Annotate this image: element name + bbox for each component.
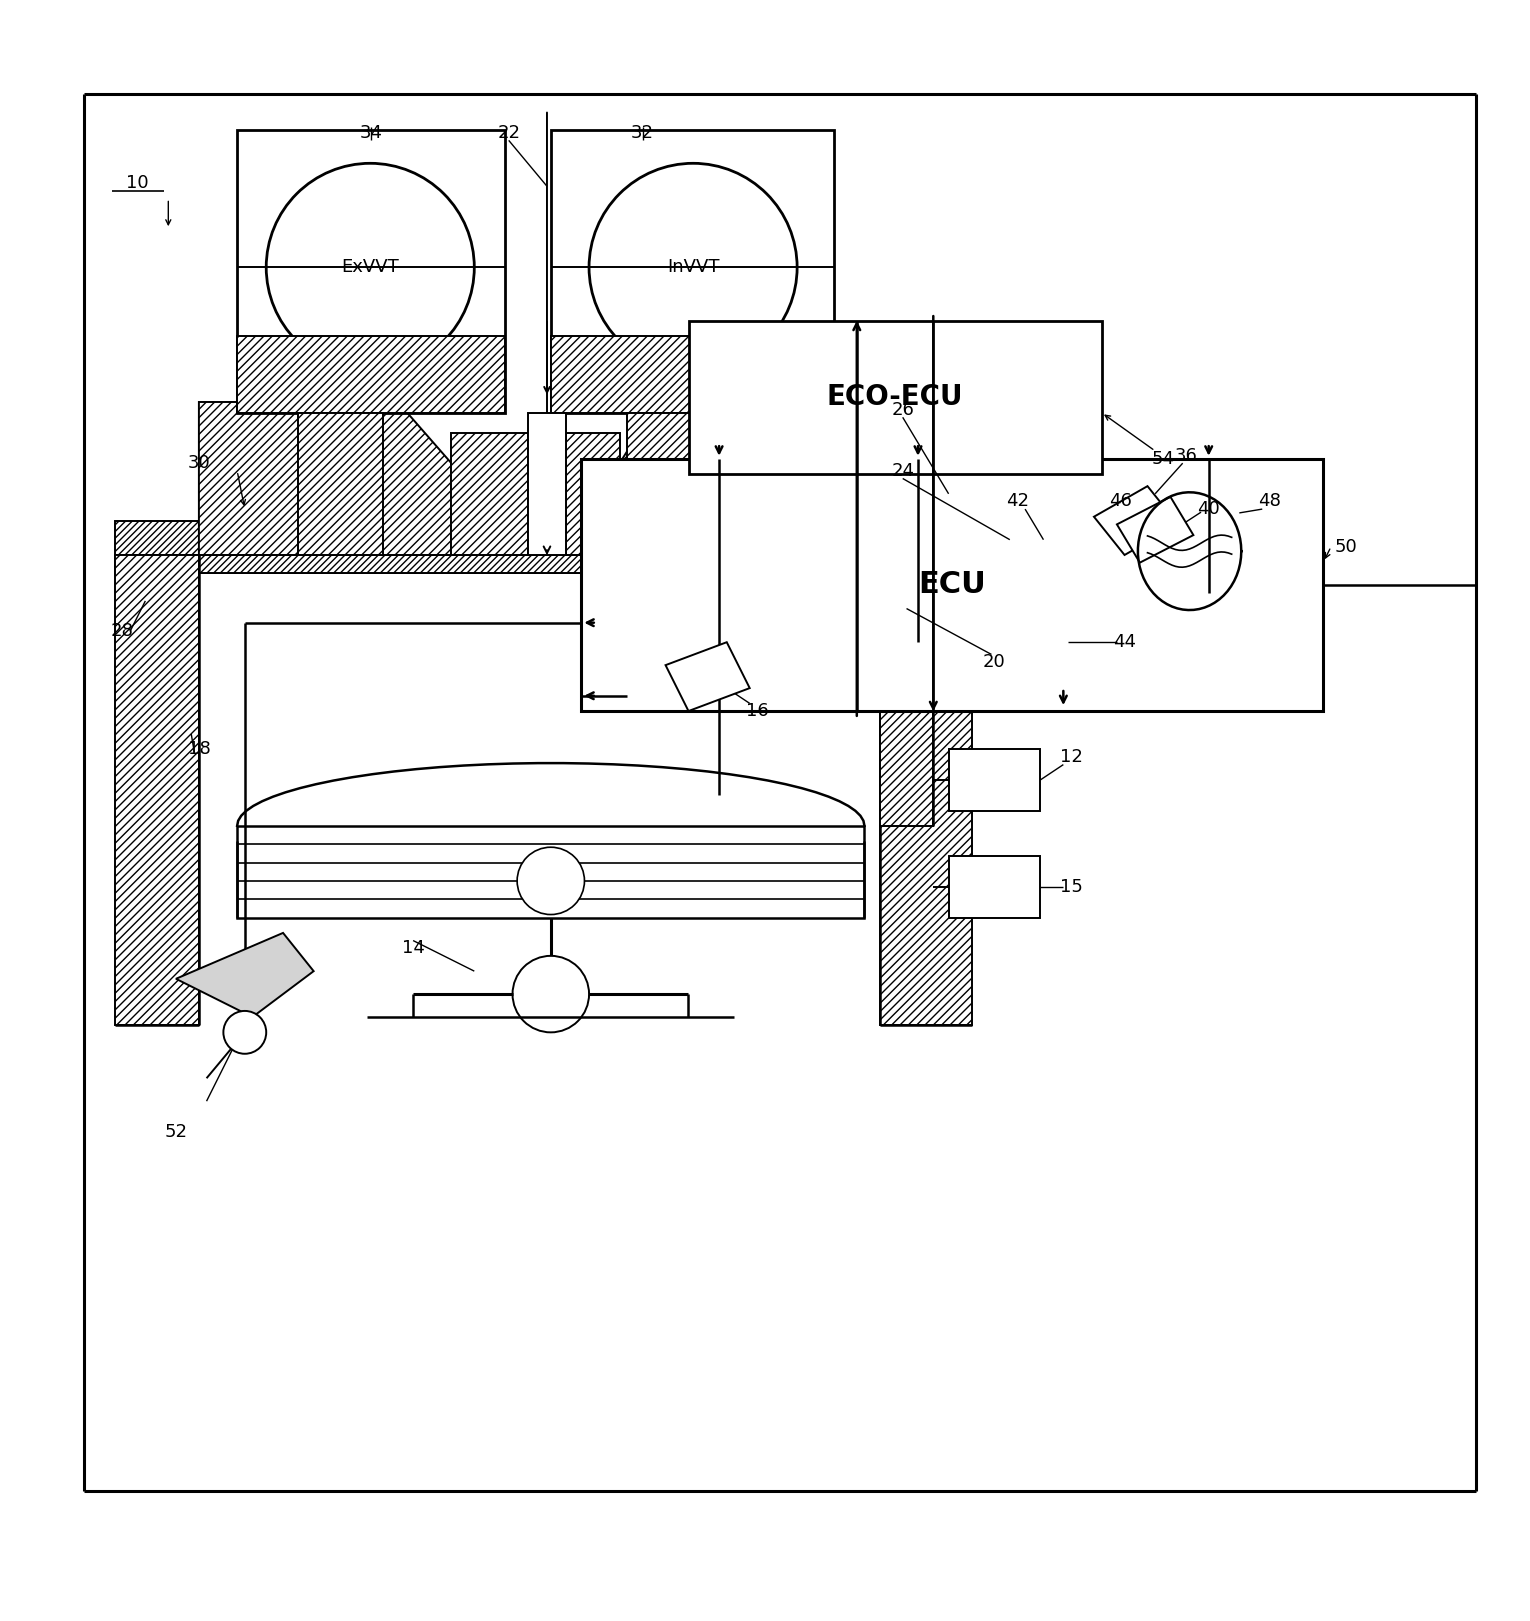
- Bar: [115, 554, 1178, 574]
- Text: 24: 24: [890, 462, 915, 480]
- Text: 14: 14: [402, 939, 424, 956]
- Text: 54: 54: [1151, 449, 1175, 467]
- Polygon shape: [199, 402, 451, 554]
- Text: 34: 34: [360, 123, 382, 141]
- Text: 50: 50: [1336, 538, 1357, 556]
- Text: 15: 15: [1060, 879, 1082, 896]
- Bar: [237, 825, 864, 917]
- Text: 28: 28: [112, 622, 133, 640]
- Text: 10: 10: [127, 173, 148, 193]
- Bar: [987, 540, 1025, 588]
- Bar: [949, 749, 1040, 810]
- Text: 32: 32: [630, 123, 655, 141]
- Bar: [949, 856, 1040, 917]
- Circle shape: [517, 848, 584, 914]
- Polygon shape: [1138, 493, 1241, 609]
- Text: 52: 52: [164, 1123, 188, 1141]
- Text: InVVT: InVVT: [667, 258, 719, 276]
- Polygon shape: [620, 402, 880, 554]
- Bar: [1102, 533, 1140, 577]
- Circle shape: [1048, 543, 1079, 574]
- Circle shape: [266, 164, 474, 371]
- Text: 22: 22: [497, 123, 520, 141]
- Polygon shape: [666, 642, 750, 712]
- Bar: [298, 413, 382, 554]
- Text: 20: 20: [984, 653, 1005, 671]
- Circle shape: [589, 164, 797, 371]
- Bar: [528, 413, 566, 554]
- Bar: [551, 130, 834, 413]
- Text: 26: 26: [892, 400, 913, 418]
- Bar: [237, 130, 505, 413]
- Text: 44: 44: [1112, 634, 1137, 652]
- Bar: [115, 554, 199, 1024]
- Text: 30: 30: [188, 454, 210, 472]
- Circle shape: [223, 1012, 266, 1054]
- Bar: [880, 554, 933, 825]
- Text: ECU: ECU: [918, 571, 987, 600]
- Text: 36: 36: [1175, 446, 1196, 465]
- Text: ExVVT: ExVVT: [341, 258, 399, 276]
- Text: 48: 48: [1259, 493, 1281, 511]
- Bar: [627, 642, 670, 681]
- Bar: [581, 459, 1323, 712]
- Polygon shape: [451, 433, 528, 554]
- Text: 18: 18: [188, 741, 210, 759]
- Polygon shape: [1117, 498, 1193, 562]
- Polygon shape: [176, 934, 314, 1016]
- Bar: [237, 336, 505, 413]
- Text: 42: 42: [1005, 493, 1030, 511]
- Text: 16: 16: [747, 702, 768, 720]
- Bar: [551, 336, 834, 413]
- Text: 12: 12: [1060, 747, 1082, 767]
- Polygon shape: [566, 433, 620, 554]
- Circle shape: [513, 956, 589, 1033]
- Polygon shape: [1094, 486, 1178, 554]
- Text: ECO-ECU: ECO-ECU: [826, 384, 964, 412]
- Bar: [115, 522, 1178, 554]
- Bar: [627, 413, 711, 554]
- Text: 40: 40: [1198, 501, 1219, 519]
- Bar: [880, 554, 972, 1024]
- Bar: [1043, 535, 1083, 574]
- Text: 46: 46: [1109, 493, 1132, 511]
- Bar: [688, 321, 1102, 473]
